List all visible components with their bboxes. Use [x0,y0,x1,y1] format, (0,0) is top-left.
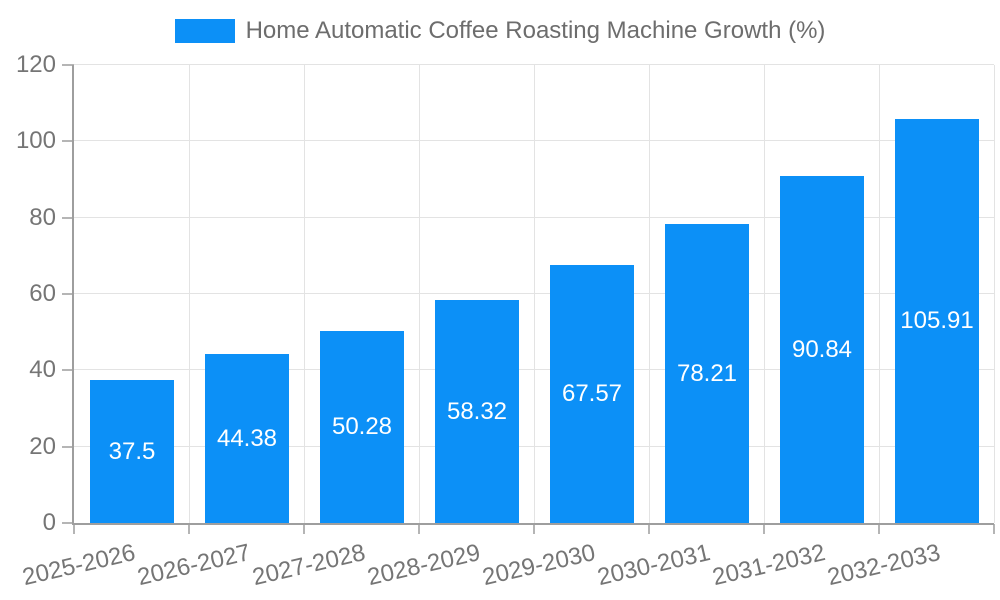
bar-2025-2026[interactable]: 37.5 [90,380,174,523]
y-gridline [74,64,994,65]
y-tick-label: 100 [15,127,56,154]
x-tick-label: 2027-2028 [250,539,369,592]
y-tick-label: 20 [29,433,56,460]
x-tick-mark [303,524,305,534]
bar-2032-2033[interactable]: 105.91 [895,119,979,523]
bar-value-label: 78.21 [676,359,738,387]
y-tick-mark [62,522,74,524]
bar-value-label: 67.57 [561,380,623,407]
bar-value-label: 37.5 [108,437,156,465]
bar-2028-2029[interactable]: 58.32 [435,300,519,523]
bar-2027-2028[interactable]: 50.28 [320,331,404,523]
x-gridline [879,65,880,523]
legend: Home Automatic Coffee Roasting Machine G… [0,17,1000,45]
x-tick-mark [533,524,535,534]
bar-value-label: 58.32 [446,397,508,425]
bar-2031-2032[interactable]: 90.84 [780,176,864,523]
y-tick-mark [62,446,74,448]
y-tick-label: 80 [29,204,56,231]
x-tick-label: 2031-2032 [710,539,829,592]
x-tick-label: 2032-2033 [825,539,944,592]
x-tick-mark [73,524,75,534]
x-gridline [534,65,535,523]
y-tick-label: 0 [42,509,56,536]
bar-value-label: 44.38 [216,424,278,452]
y-tick-label: 120 [15,51,56,78]
bar-value-label: 50.28 [331,413,393,440]
y-tick-label: 40 [29,356,56,383]
x-gridline [304,65,305,523]
x-gridline [649,65,650,523]
x-tick-label: 2026-2027 [135,539,254,592]
x-tick-label: 2025-2026 [20,539,139,592]
y-tick-mark [62,64,74,66]
x-tick-mark [763,524,765,534]
bar-2029-2030[interactable]: 67.57 [550,265,634,523]
x-gridline [764,65,765,523]
y-tick-label: 60 [29,280,56,307]
bar-2026-2027[interactable]: 44.38 [205,354,289,523]
y-tick-mark [62,217,74,219]
y-tick-mark [62,369,74,371]
x-gridline [994,65,995,523]
y-axis-line [72,65,74,525]
legend-label[interactable]: Home Automatic Coffee Roasting Machine G… [245,17,826,44]
x-axis-line [72,523,994,525]
x-tick-label: 2029-2030 [480,539,599,592]
x-gridline [419,65,420,523]
x-tick-label: 2030-2031 [595,539,714,592]
x-tick-mark [188,524,190,534]
x-gridline [189,65,190,523]
x-tick-mark [648,524,650,534]
x-tick-label: 2028-2029 [365,539,484,592]
x-tick-mark [418,524,420,534]
x-tick-mark [878,524,880,534]
bar-value-label: 90.84 [791,335,853,363]
y-tick-mark [62,293,74,295]
y-tick-mark [62,140,74,142]
legend-swatch[interactable] [174,19,235,43]
bar-value-label: 105.91 [900,307,974,334]
x-tick-mark [993,524,995,534]
bar-2030-2031[interactable]: 78.21 [665,224,749,523]
